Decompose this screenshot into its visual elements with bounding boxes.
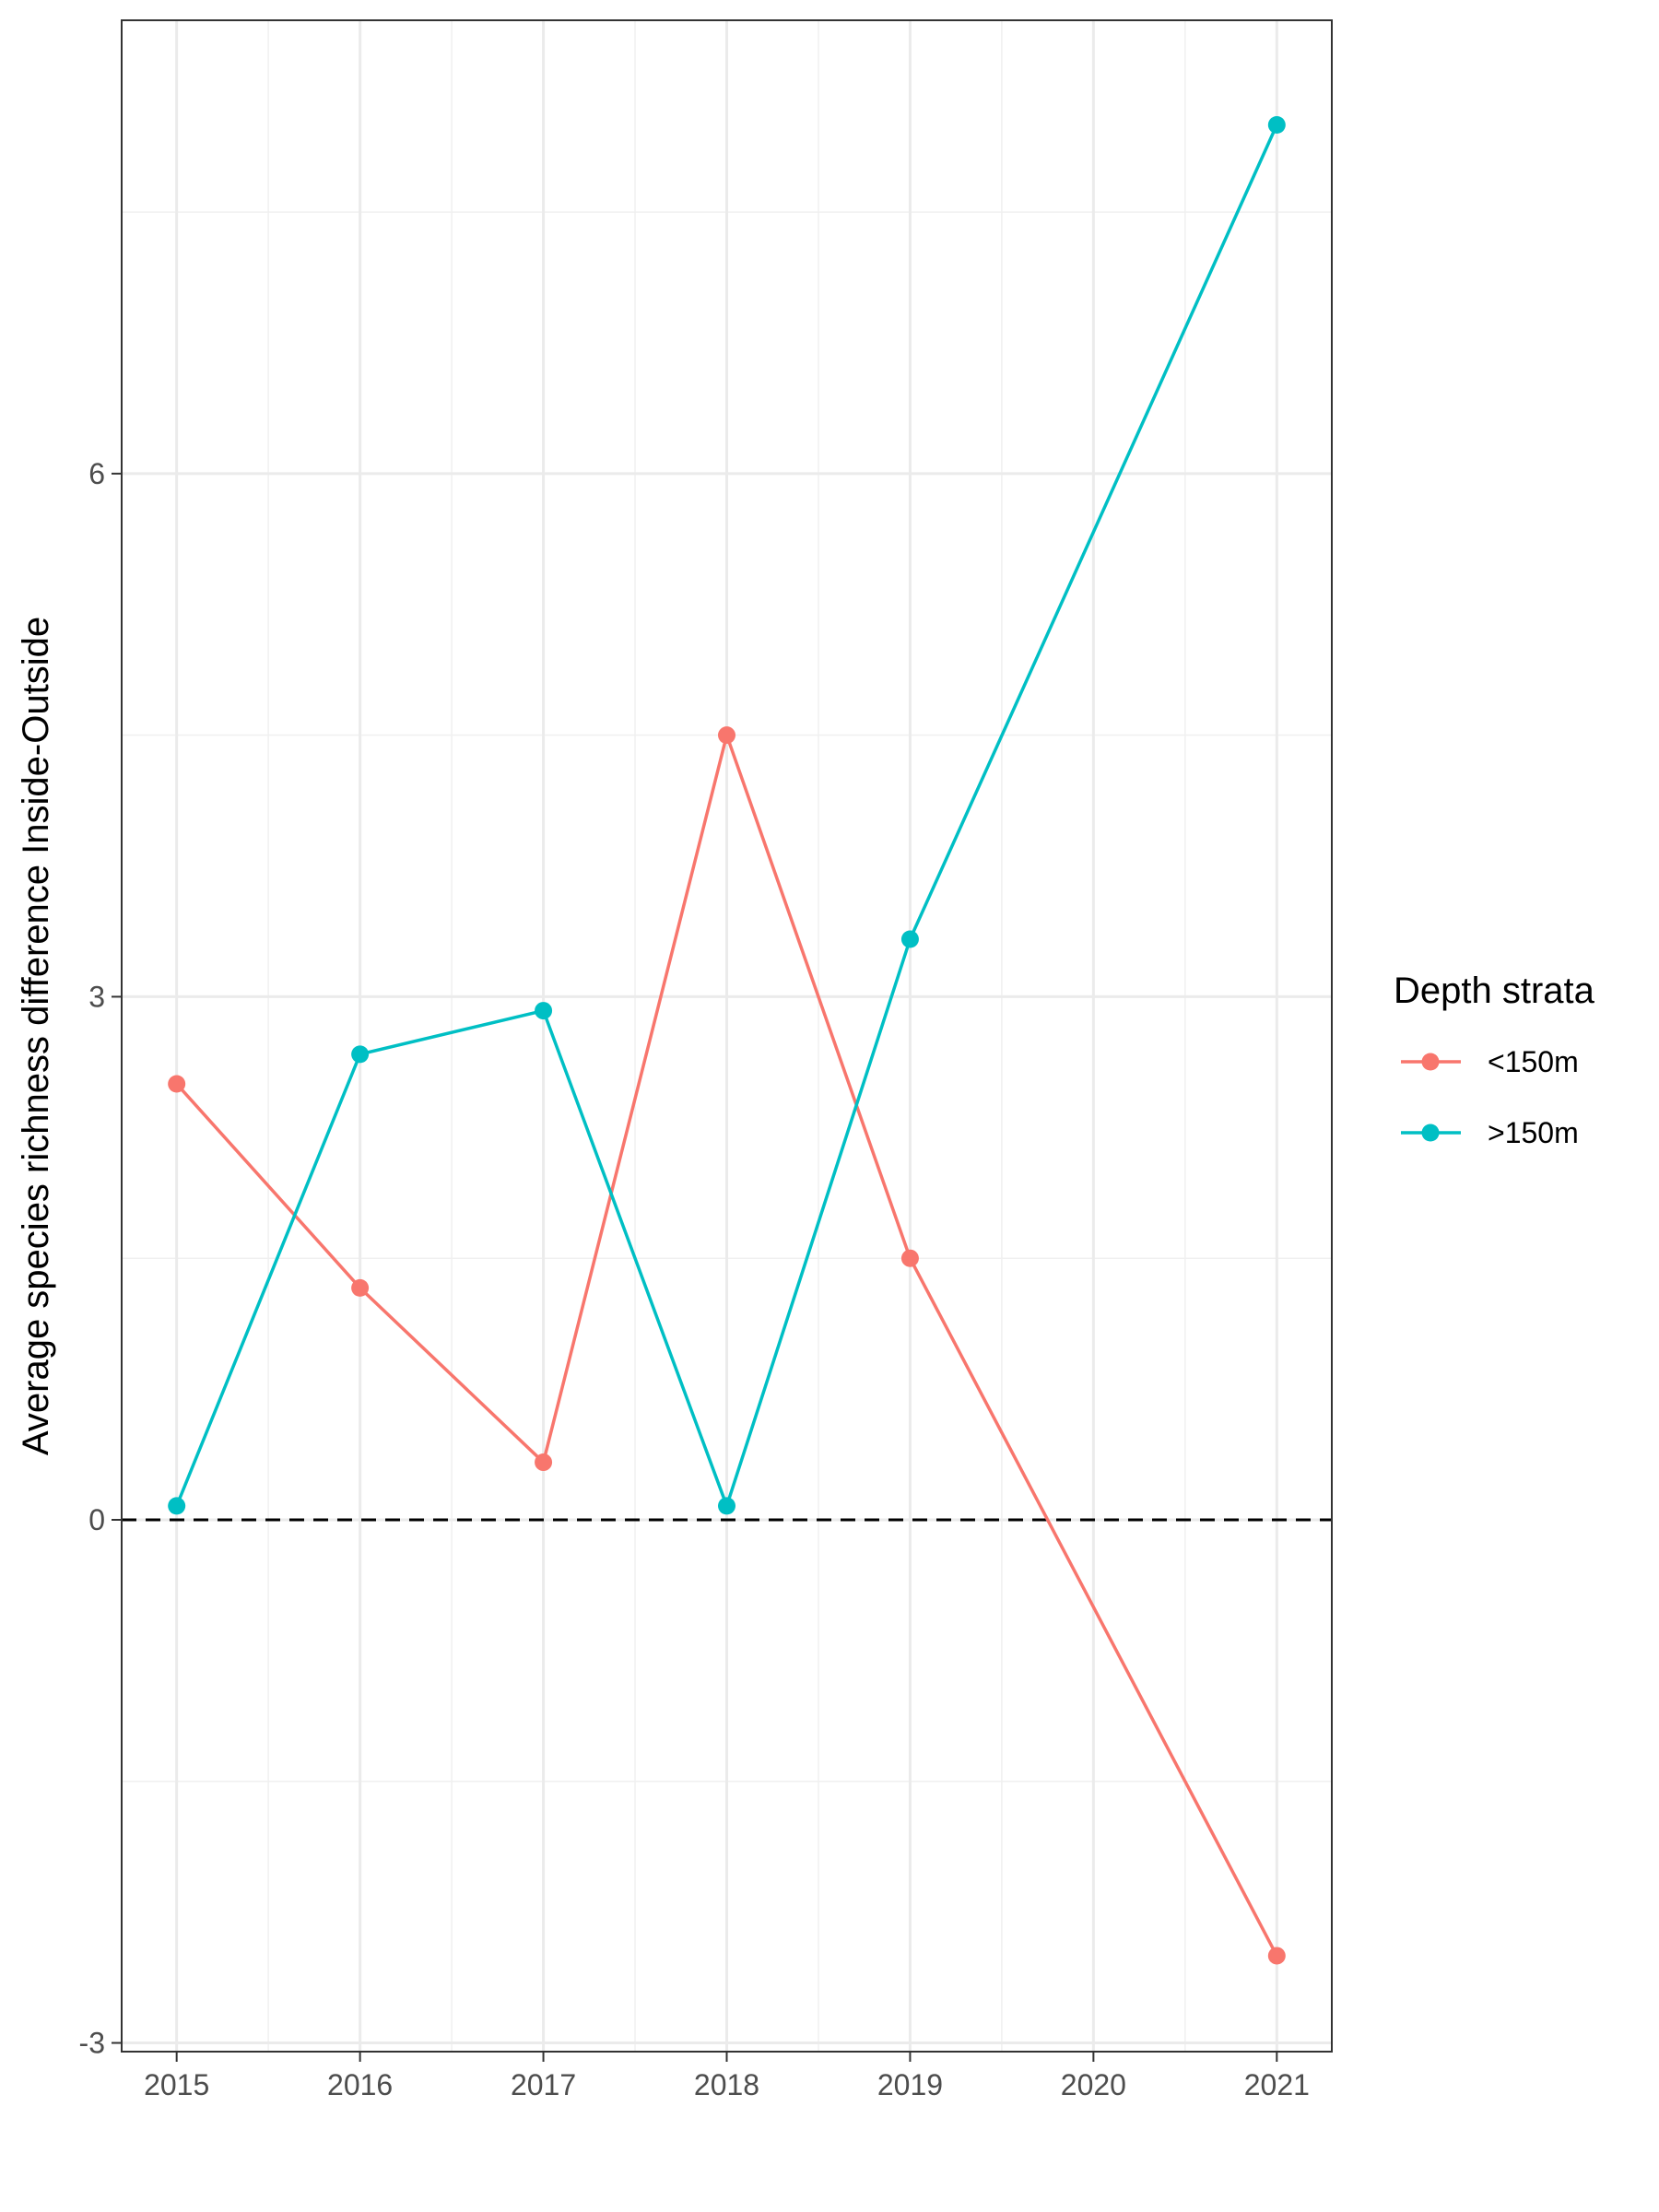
data-point (900, 930, 919, 948)
legend-key-point (1421, 1124, 1440, 1142)
x-tick-label: 2017 (511, 2068, 576, 2101)
x-tick-label: 2016 (327, 2068, 393, 2101)
plot-panel (121, 19, 1333, 2053)
legend-key-point (1421, 1053, 1440, 1071)
data-point (535, 1453, 553, 1472)
data-point (351, 1045, 370, 1064)
data-point (718, 1497, 735, 1515)
legend: Depth strata <150m >150m (1394, 971, 1595, 1149)
data-point (718, 726, 735, 745)
data-point (168, 1497, 186, 1515)
y-tick-label: -3 (79, 2027, 105, 2060)
series-layer (168, 116, 1286, 1965)
data-point (535, 1002, 553, 1020)
y-axis-title: Average species richness difference Insi… (16, 617, 56, 1455)
series-2 (168, 116, 1286, 1515)
data-point (168, 1075, 186, 1093)
legend-title: Depth strata (1394, 971, 1595, 1011)
legend-label: >150m (1488, 1116, 1579, 1149)
x-tick-label: 2018 (694, 2068, 759, 2101)
series-line (175, 124, 1278, 1508)
y-tick-label: 6 (88, 457, 105, 490)
y-tick-label: 0 (88, 1503, 105, 1536)
x-tick-label: 2021 (1244, 2068, 1310, 2101)
legend-items: <150m >150m (1401, 1045, 1579, 1149)
legend-item-1: <150m (1401, 1045, 1579, 1078)
y-tick-label: 3 (88, 980, 105, 1013)
data-point (351, 1278, 370, 1297)
y-axis: -3 0 3 6 (79, 457, 122, 2060)
legend-label: <150m (1488, 1045, 1579, 1078)
data-point (1267, 1947, 1286, 1965)
x-tick-label: 2020 (1061, 2068, 1126, 2101)
x-axis: 2015 2016 2017 2018 2019 2020 2021 (144, 2052, 1310, 2101)
x-tick-label: 2015 (144, 2068, 209, 2101)
data-point (900, 1249, 919, 1267)
series-1 (168, 726, 1286, 1965)
series-line (175, 733, 1278, 1957)
legend-item-2: >150m (1401, 1116, 1579, 1149)
x-tick-label: 2019 (877, 2068, 943, 2101)
data-point (1267, 116, 1286, 135)
